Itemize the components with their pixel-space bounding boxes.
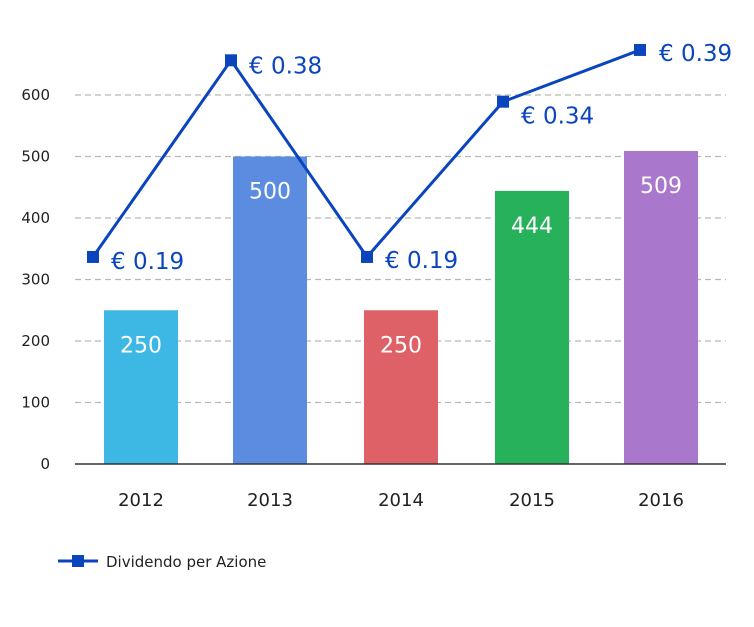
- legend: Dividendo per Azione: [58, 553, 266, 571]
- dividend-value-label: € 0.19: [111, 249, 184, 275]
- line-series: € 0.19 € 0.38 € 0.19 € 0.34 € 0.39: [87, 41, 732, 275]
- bar-value-label: 250: [380, 333, 422, 358]
- dividend-marker: [225, 54, 237, 67]
- y-tick-label: 600: [21, 86, 50, 104]
- x-axis: 2012 2013 2014 2015 2016: [118, 490, 684, 511]
- y-tick-label: 300: [21, 271, 50, 289]
- y-tick-label: 200: [21, 332, 50, 350]
- y-tick-label: 0: [40, 455, 50, 473]
- bar-value-label: 250: [120, 333, 162, 358]
- bar-2015: [495, 190, 569, 464]
- dividend-marker: [87, 250, 99, 263]
- bar-2013: [233, 156, 307, 464]
- dividend-marker: [634, 43, 646, 56]
- bar-value-label: 500: [249, 180, 291, 205]
- x-tick-label: 2015: [509, 490, 555, 511]
- x-tick-label: 2012: [118, 490, 164, 511]
- legend-label: Dividendo per Azione: [106, 553, 266, 571]
- x-tick-label: 2016: [638, 490, 684, 511]
- dividend-marker: [497, 95, 509, 108]
- x-tick-label: 2013: [247, 490, 293, 511]
- y-tick-label: 500: [21, 148, 50, 166]
- y-tick-label: 100: [21, 394, 50, 412]
- dividend-value-label: € 0.34: [521, 104, 594, 130]
- bar-2016: [624, 150, 698, 464]
- x-tick-label: 2014: [378, 490, 424, 511]
- legend-square-marker-icon: [72, 555, 84, 567]
- y-axis: 0 100 200 300 400 500 600: [21, 86, 50, 473]
- y-tick-label: 400: [21, 209, 50, 227]
- bar-2014: [364, 310, 438, 464]
- bar-value-label: 509: [640, 174, 682, 199]
- dividend-marker: [361, 250, 373, 263]
- dividend-value-label: € 0.38: [249, 53, 322, 79]
- dividend-value-label: € 0.19: [385, 248, 458, 274]
- bar-value-label: 444: [511, 214, 553, 239]
- bar-series: 250 500 250 444 509: [104, 150, 698, 464]
- dividend-value-label: € 0.39: [659, 41, 732, 67]
- bar-2012: [104, 310, 178, 464]
